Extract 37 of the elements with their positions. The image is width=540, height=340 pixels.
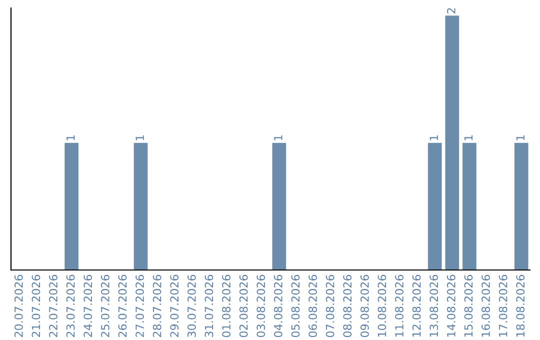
x-tick-label: 17.08.2026: [498, 274, 508, 337]
data-label: 1: [464, 135, 473, 140]
x-tick-label: 07.08.2026: [326, 274, 334, 338]
x-tick-label: 26.07.2026: [118, 274, 127, 337]
x-tick-label: 05.08.2026: [291, 274, 300, 338]
x-tick-label: 30.07.2026: [187, 274, 196, 337]
x-tick-label: 02.08.2026: [239, 274, 248, 338]
data-label: 1: [430, 135, 438, 140]
x-tick-label: 23.07.2026: [66, 274, 75, 337]
x-tick-label: 16.08.2026: [482, 274, 490, 337]
x-tick-label: 28.07.2026: [152, 274, 162, 337]
data-label: 2: [446, 8, 456, 14]
x-tick-label: 12.08.2026: [412, 274, 421, 337]
x-tick-label: 15.08.2026: [464, 274, 473, 337]
data-label: 1: [516, 135, 524, 140]
x-tick-label: 04.08.2026: [274, 274, 282, 338]
x-tick-label: 01.08.2026: [222, 274, 230, 338]
data-label: 1: [274, 135, 282, 140]
x-tick-label: 11.08.2026: [395, 274, 404, 337]
data-label: 1: [136, 135, 144, 140]
x-tick-label: 18.08.2026: [516, 274, 525, 337]
x-tick-label: 08.08.2026: [343, 274, 352, 338]
x-tick-label: 20.07.2026: [14, 274, 23, 337]
x-tick-label: 13.08.2026: [430, 274, 438, 337]
x-tick-label: 03.08.2026: [256, 274, 266, 338]
x-tick-label: 06.08.2026: [308, 274, 317, 338]
x-tick-label: 22.07.2026: [49, 274, 58, 337]
x-tick-label: 09.08.2026: [360, 274, 369, 338]
x-tick-label: 14.08.2026: [446, 274, 456, 337]
x-tick-label: 29.07.2026: [170, 274, 179, 337]
x-tick-label: 24.07.2026: [84, 274, 92, 337]
x-tick-label: 31.07.2026: [204, 274, 214, 337]
x-tick-label: 25.07.2026: [100, 274, 110, 337]
x-tick-label: 27.07.2026: [136, 274, 144, 337]
x-tick-label: 21.07.2026: [32, 274, 40, 337]
data-label: 1: [66, 135, 75, 140]
x-tick-label: 10.08.2026: [378, 274, 386, 337]
